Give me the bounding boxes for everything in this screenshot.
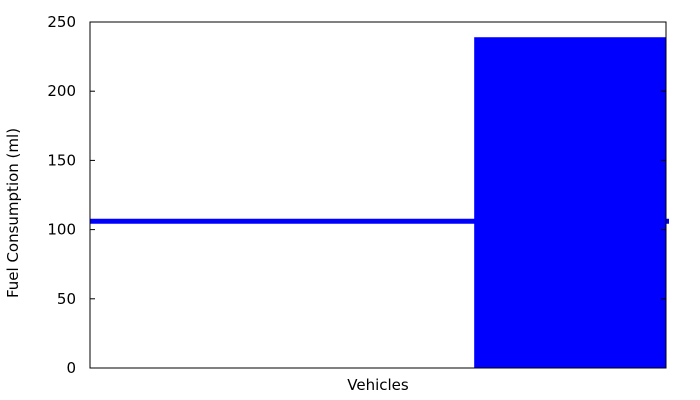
- x-axis-label: Vehicles: [347, 376, 409, 394]
- y-tick-label: 150: [47, 151, 76, 169]
- y-axis-label: Fuel Consumption (ml): [4, 128, 22, 298]
- y-tick-label: 50: [57, 290, 76, 308]
- y-axis-ticks: 0 50 100 150 200 250: [47, 13, 666, 377]
- y-tick-label: 250: [47, 13, 76, 31]
- y-tick-label: 200: [47, 82, 76, 100]
- y-tick-label: 0: [66, 359, 76, 377]
- plot-frame: [89, 21, 667, 369]
- plot-layer: [90, 37, 669, 368]
- bar: [474, 37, 666, 368]
- y-tick-label: 100: [47, 221, 76, 239]
